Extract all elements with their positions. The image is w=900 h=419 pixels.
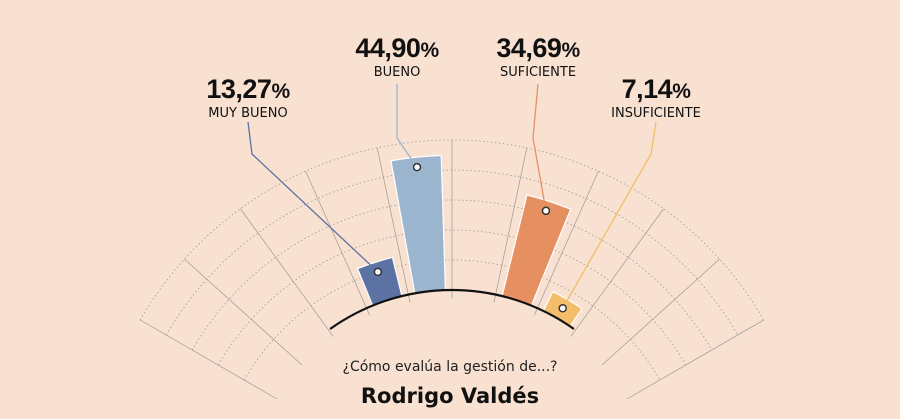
grid-radial-line-7: [533, 170, 599, 316]
tick-label-insuficiente: INSUFICIENTE: [611, 106, 701, 121]
data-label-insuficiente: 7,14: [621, 74, 673, 104]
leader-line-muy-bueno: [247, 121, 379, 273]
leader-dot-suficiente: [541, 206, 551, 216]
label-insuficiente: 7,14% INSUFICIENTE: [611, 75, 701, 122]
label-bueno: 44,90% BUENO: [355, 33, 439, 81]
grid-radial-line-9: [601, 258, 720, 366]
leader-line-suficiente: [532, 83, 547, 211]
chart-question: ¿Cómo evalúa la gestión de...?: [342, 359, 558, 375]
tick-label-suficiente: SUFICIENTE: [499, 65, 577, 80]
percent-sign: %: [271, 80, 290, 103]
grid-radial-line-4: [376, 147, 411, 303]
label-muy-bueno: 13,27% MUY BUENO: [206, 74, 290, 122]
tick-label-muy-bueno: MUY BUENO: [208, 106, 288, 121]
base-arc: [329, 288, 575, 330]
data-label-suficiente: 34,69: [496, 33, 562, 63]
data-label-muy-bueno: 13,27: [206, 74, 272, 104]
bar-bueno: [390, 154, 447, 295]
leader-line-bueno: [396, 84, 418, 168]
chart-baseline: [329, 288, 575, 330]
grid-arc-2: [191, 199, 713, 351]
tick-label-bueno: BUENO: [373, 65, 421, 80]
percent-sign: %: [561, 39, 580, 62]
leader-dot-muy-bueno: [373, 267, 383, 277]
grid-arc-4: [139, 139, 765, 321]
percent-sign: %: [420, 39, 439, 62]
label-suficiente: 34,69% SUFICIENTE: [496, 33, 580, 81]
leader-dot-insuficiente: [558, 303, 567, 313]
grid-arc-1: [217, 229, 687, 366]
grid-radial-line-0: [140, 319, 278, 400]
grid-arc-3: [165, 169, 739, 336]
data-label-bueno: 44,90: [355, 33, 421, 63]
chart-bars: [356, 154, 583, 328]
chart-subject: Rodrigo Valdés: [360, 384, 540, 408]
leader-dot-bueno: [412, 162, 422, 172]
grid-radial-line-2: [240, 208, 334, 337]
chart-grid: [139, 139, 765, 400]
bar-suficiente: [501, 194, 572, 307]
grid-radial-line-8: [570, 208, 664, 337]
grid-radial-line-1: [184, 258, 303, 366]
grid-radial-line-3: [305, 170, 371, 316]
grid-radial-line-10: [626, 319, 764, 400]
chart-leader-lines: [247, 83, 657, 313]
leader-line-insuficiente: [562, 121, 657, 309]
grid-radial-line-6: [493, 147, 528, 303]
percent-sign: %: [672, 80, 691, 103]
